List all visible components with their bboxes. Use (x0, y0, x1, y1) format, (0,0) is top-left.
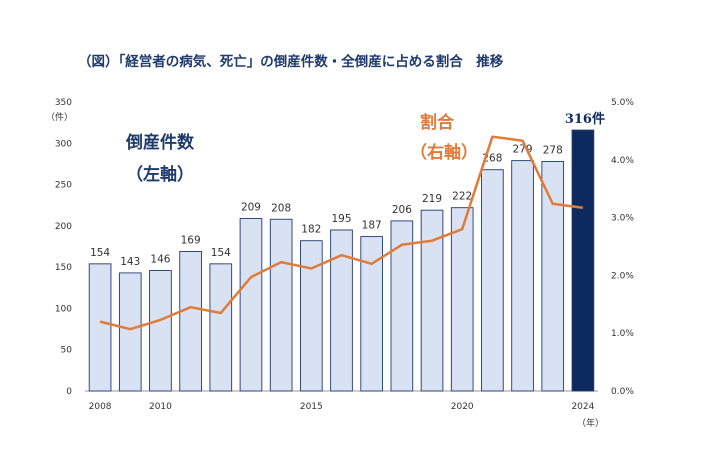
bar-data-label: 206 (392, 204, 412, 216)
bar-data-label: 222 (452, 191, 472, 203)
right-axis-tick-label: 1.0% (611, 329, 634, 339)
x-tick-label-2010: 2010 (149, 402, 172, 412)
ratio-series-label: 割合 (420, 113, 454, 133)
bar-2023 (541, 161, 565, 392)
right-axis-tick-label: 2.0% (611, 271, 634, 281)
bar-2020 (450, 207, 474, 392)
chart-title: （図）「経営者の病気、死亡」の倒産件数・全倒産に占める割合 推移 (78, 54, 504, 70)
x-tick-label-2015: 2015 (300, 402, 323, 412)
bar-data-label: 169 (181, 234, 201, 246)
bar-data-label: 143 (120, 256, 140, 268)
bar-data-label: 146 (150, 253, 170, 265)
bar-2024 (571, 129, 595, 392)
bar-2013 (239, 217, 263, 392)
bar-data-label: 209 (241, 201, 261, 213)
bar-data-label: 154 (90, 247, 110, 259)
count-axis-label: （左軸） (126, 165, 194, 185)
bar-2014 (269, 218, 293, 392)
bar-data-label: 219 (422, 193, 442, 205)
bar-2015 (300, 240, 323, 392)
bar-2009 (118, 272, 142, 392)
bar-data-label-highlight: 316件 (565, 111, 605, 127)
bar-data-label: 278 (543, 144, 563, 156)
left-axis-tick-label: 250 (55, 181, 72, 191)
right-axis-tick-label: 0.0% (611, 387, 634, 397)
right-axis-tick-label: 3.0% (611, 214, 634, 224)
ratio-axis-label: （右軸） (410, 143, 478, 163)
x-tick-label-2008: 2008 (89, 402, 112, 412)
bar-2016 (330, 229, 353, 392)
left-axis-tick-label: 0 (66, 387, 72, 397)
count-series-label: 倒産件数 (126, 133, 194, 153)
right-axis-tick-label: 5.0% (611, 98, 634, 108)
bar-2019 (420, 209, 444, 392)
bar-2022 (511, 160, 534, 392)
bar-data-label: 208 (271, 202, 291, 214)
bar-2011 (179, 251, 202, 392)
bar-2008 (88, 263, 112, 392)
right-axis-tick-label: 4.0% (611, 156, 634, 166)
bar-2018 (390, 220, 414, 392)
bar-2021 (481, 169, 504, 392)
bar-data-label: 195 (331, 213, 351, 225)
bar-2017 (360, 236, 383, 392)
left-axis-tick-label: 350 (55, 98, 72, 108)
left-axis-tick-label: 150 (55, 263, 72, 273)
bar-2010 (149, 269, 172, 392)
left-axis-tick-label: 100 (55, 304, 72, 314)
x-axis-unit: （年） (577, 419, 605, 429)
x-tick-label-2020: 2020 (451, 402, 474, 412)
left-axis-tick-label: 200 (55, 222, 72, 232)
left-axis-tick-label: 300 (55, 139, 72, 149)
x-tick-label-2024: 2024 (571, 402, 594, 412)
left-axis-unit: （件） (46, 113, 74, 123)
bar-data-label: 154 (211, 247, 231, 259)
bar-data-label: 182 (301, 224, 321, 236)
left-axis-tick-label: 50 (61, 346, 73, 356)
bar-2012 (209, 263, 233, 392)
bar-data-label: 187 (362, 220, 382, 232)
